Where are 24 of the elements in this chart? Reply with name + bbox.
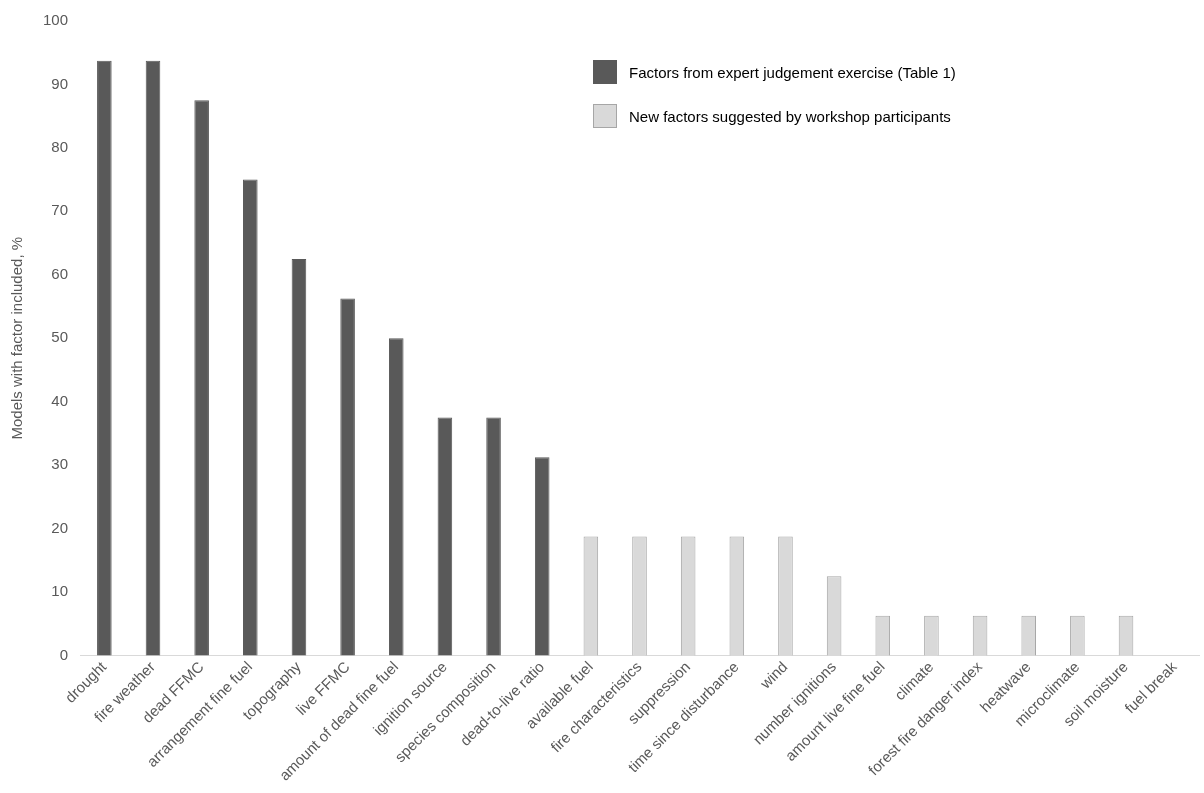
bar: [243, 179, 258, 656]
bar: [340, 298, 355, 656]
y-tick-label: 10: [51, 582, 69, 600]
bar: [486, 417, 501, 656]
y-tick-label: 80: [51, 138, 69, 156]
bar: [194, 100, 209, 656]
y-tick-label: 0: [59, 645, 69, 663]
bar: [534, 457, 550, 656]
y-tick-label: 20: [51, 518, 69, 536]
y-tick-label: 70: [51, 201, 69, 219]
bar: [291, 258, 307, 656]
bar: [437, 417, 453, 656]
bar: [388, 338, 404, 656]
y-tick-label: 30: [51, 455, 69, 473]
y-tick-label: 60: [51, 264, 69, 282]
bar: [145, 60, 161, 656]
y-tick-label: 90: [51, 74, 69, 92]
y-tick-label: 100: [43, 11, 69, 29]
legend-label: New factors suggested by workshop participants: [629, 107, 951, 125]
legend-label: Factors from expert judgement exercise (Table 1): [629, 63, 956, 81]
y-tick-label: 50: [51, 328, 69, 346]
y-tick-label: 40: [51, 391, 69, 409]
bar: [97, 60, 112, 656]
y-axis-title: Models with factor included, %: [8, 236, 26, 440]
